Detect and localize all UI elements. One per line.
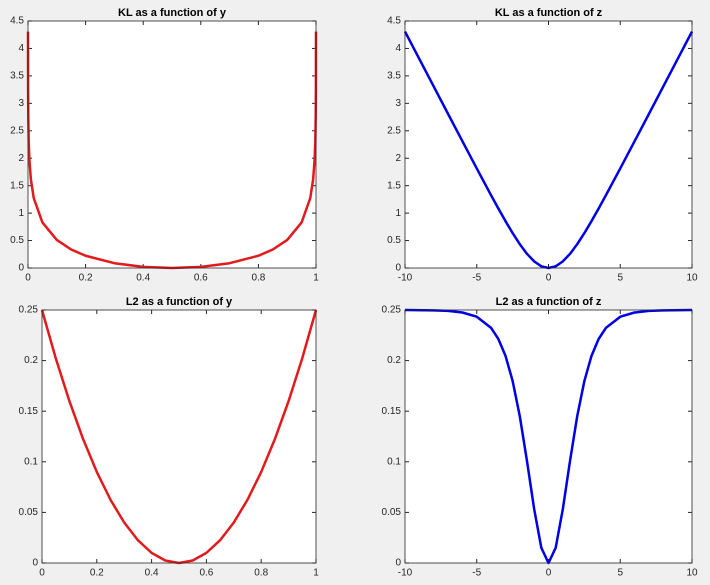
axes-box: [404, 309, 693, 564]
y-tick-label: 4: [395, 43, 401, 54]
axes-box: [41, 309, 317, 564]
y-tick-label: 4: [18, 43, 24, 54]
y-tick-label: 0.2: [24, 355, 38, 366]
x-tick-label: 10: [686, 273, 698, 284]
y-tick-label: 0.05: [19, 507, 39, 518]
y-tick-label: 0.15: [382, 406, 402, 417]
plot-area: [405, 21, 692, 268]
chart-title: L2 as a function of y: [126, 296, 233, 308]
subplot: KL as a function of y 0 0.2 0.4 0.6 0.8 1 0 0.5 1…: [10, 7, 319, 284]
x-tick-label: -10: [398, 273, 413, 284]
y-tick-label: 0.1: [387, 456, 401, 467]
y-tick-label: 0: [18, 263, 24, 274]
y-tick-label: 0: [32, 558, 38, 569]
y-tick-label: 0: [395, 558, 401, 569]
chart-title: KL as a function of z: [495, 7, 603, 19]
x-tick-label: 1: [313, 273, 319, 284]
y-tick-label: 0.2: [387, 355, 401, 366]
plot-area: [405, 310, 692, 563]
y-tick-label: 0: [395, 263, 401, 274]
y-tick-label: 1: [395, 208, 401, 219]
y-tick-label: 4.5: [387, 16, 401, 27]
y-tick-label: 0.5: [387, 235, 401, 246]
y-tick-label: 1: [18, 208, 24, 219]
x-tick-label: 0.4: [145, 568, 159, 579]
x-tick-label: -5: [472, 568, 481, 579]
x-tick-label: 0.2: [79, 273, 93, 284]
chart-title: KL as a function of y: [118, 7, 227, 19]
x-tick-label: 0: [25, 273, 31, 284]
plot-area: [28, 21, 316, 268]
y-tick-label: 3.5: [387, 71, 401, 82]
y-tick-label: 0.1: [24, 456, 38, 467]
y-tick-label: 0.5: [10, 235, 24, 246]
y-tick-label: 1.5: [387, 180, 401, 191]
subplot: KL as a function of z -10 -5 0 5 10 0 0.5 1 1.5 2 2…: [387, 7, 698, 284]
x-tick-label: 0.2: [90, 568, 104, 579]
x-tick-label: 0.8: [251, 273, 265, 284]
y-tick-label: 3: [395, 98, 401, 109]
axes-box: [404, 20, 693, 269]
subplot: L2 as a function of y 0 0.2 0.4 0.6 0.8 1 0 0.05…: [19, 296, 320, 579]
y-tick-label: 3: [18, 98, 24, 109]
x-tick-label: 0: [546, 568, 552, 579]
x-tick-label: 1: [313, 568, 319, 579]
x-tick-label: 0: [39, 568, 45, 579]
x-tick-label: 0: [546, 273, 552, 284]
x-tick-label: 0.4: [136, 273, 150, 284]
x-tick-label: 5: [617, 273, 623, 284]
y-tick-label: 0.15: [19, 406, 39, 417]
plot-area: [42, 310, 316, 563]
y-tick-label: 0.05: [382, 507, 402, 518]
axes-box: [27, 20, 317, 269]
y-tick-label: 0.25: [382, 305, 402, 316]
y-tick-label: 2.5: [387, 125, 401, 136]
x-tick-label: 5: [617, 568, 623, 579]
y-tick-label: 1.5: [10, 180, 24, 191]
y-tick-label: 2: [395, 153, 401, 164]
x-tick-label: -5: [472, 273, 481, 284]
y-tick-label: 0.25: [19, 305, 39, 316]
chart-title: L2 as a function of z: [496, 296, 602, 308]
y-tick-label: 4.5: [10, 16, 24, 27]
y-tick-label: 3.5: [10, 71, 24, 82]
x-tick-label: 0.6: [194, 273, 208, 284]
x-tick-label: 10: [686, 568, 698, 579]
x-tick-label: 0.6: [199, 568, 213, 579]
subplot: L2 as a function of z -10 -5 0 5 10 0 0.05 0.1 0.…: [382, 296, 698, 579]
y-tick-label: 2.5: [10, 125, 24, 136]
x-tick-label: -10: [398, 568, 413, 579]
y-tick-label: 2: [18, 153, 24, 164]
x-tick-label: 0.8: [254, 568, 268, 579]
